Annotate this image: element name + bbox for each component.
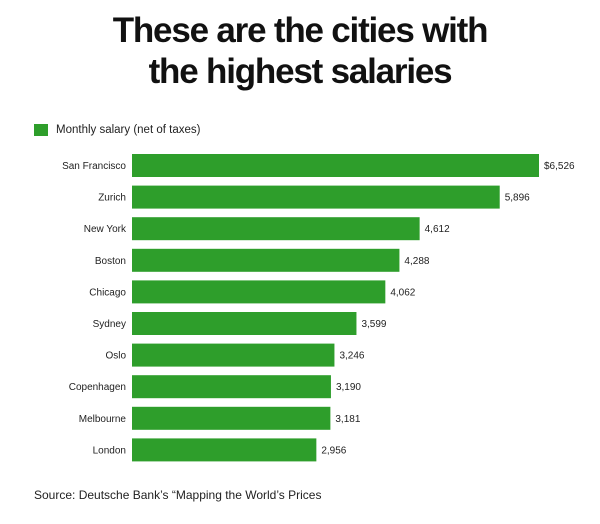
- value-label-zurich: 5,896: [505, 193, 530, 204]
- category-label-melbourne: Melbourne: [79, 414, 127, 425]
- value-label-copenhagen: 3,190: [336, 382, 361, 393]
- category-label-zurich: Zurich: [98, 193, 126, 204]
- value-label-chicago: 4,062: [390, 287, 415, 298]
- category-label-boston: Boston: [95, 256, 126, 267]
- bar-new-york: [132, 217, 420, 241]
- bar-boston: [132, 248, 400, 272]
- bar-melbourne: [132, 406, 331, 430]
- value-label-boston: 4,288: [404, 256, 429, 267]
- chart-title-line-2: the highest salaries: [148, 52, 453, 91]
- category-label-oslo: Oslo: [105, 351, 126, 362]
- legend-label: Monthly salary (net of taxes): [56, 124, 201, 136]
- category-label-chicago: Chicago: [89, 287, 126, 298]
- bar-chicago: [132, 280, 386, 304]
- value-label-sydney: 3,599: [361, 319, 386, 330]
- bar-zurich: [132, 185, 500, 209]
- category-label-sydney: Sydney: [93, 319, 126, 330]
- value-label-london: 2,956: [321, 445, 346, 456]
- value-label-new-york: 4,612: [425, 224, 450, 235]
- bar-sydney: [132, 312, 357, 335]
- bar-oslo: [132, 343, 335, 367]
- value-label-san-francisco: $6,526: [544, 161, 575, 172]
- value-label-oslo: 3,246: [339, 351, 364, 362]
- chart-title: These are the cities with the highest sa…: [0, 10, 600, 92]
- category-label-london: London: [93, 445, 126, 456]
- chart-legend: Monthly salary (net of taxes): [34, 124, 200, 136]
- chart-title-line-1: These are the cities with: [112, 11, 489, 50]
- source-note: Source: Deutsche Bank’s “Mapping the Wor…: [34, 488, 322, 502]
- bar-london: [132, 438, 317, 462]
- category-label-copenhagen: Copenhagen: [69, 382, 126, 393]
- category-label-new-york: New York: [84, 224, 127, 235]
- category-label-san-francisco: San Francisco: [62, 161, 126, 172]
- bar-san-francisco: [132, 154, 539, 177]
- bar-copenhagen: [132, 375, 331, 399]
- legend-swatch: [34, 124, 48, 136]
- value-label-melbourne: 3,181: [335, 414, 360, 425]
